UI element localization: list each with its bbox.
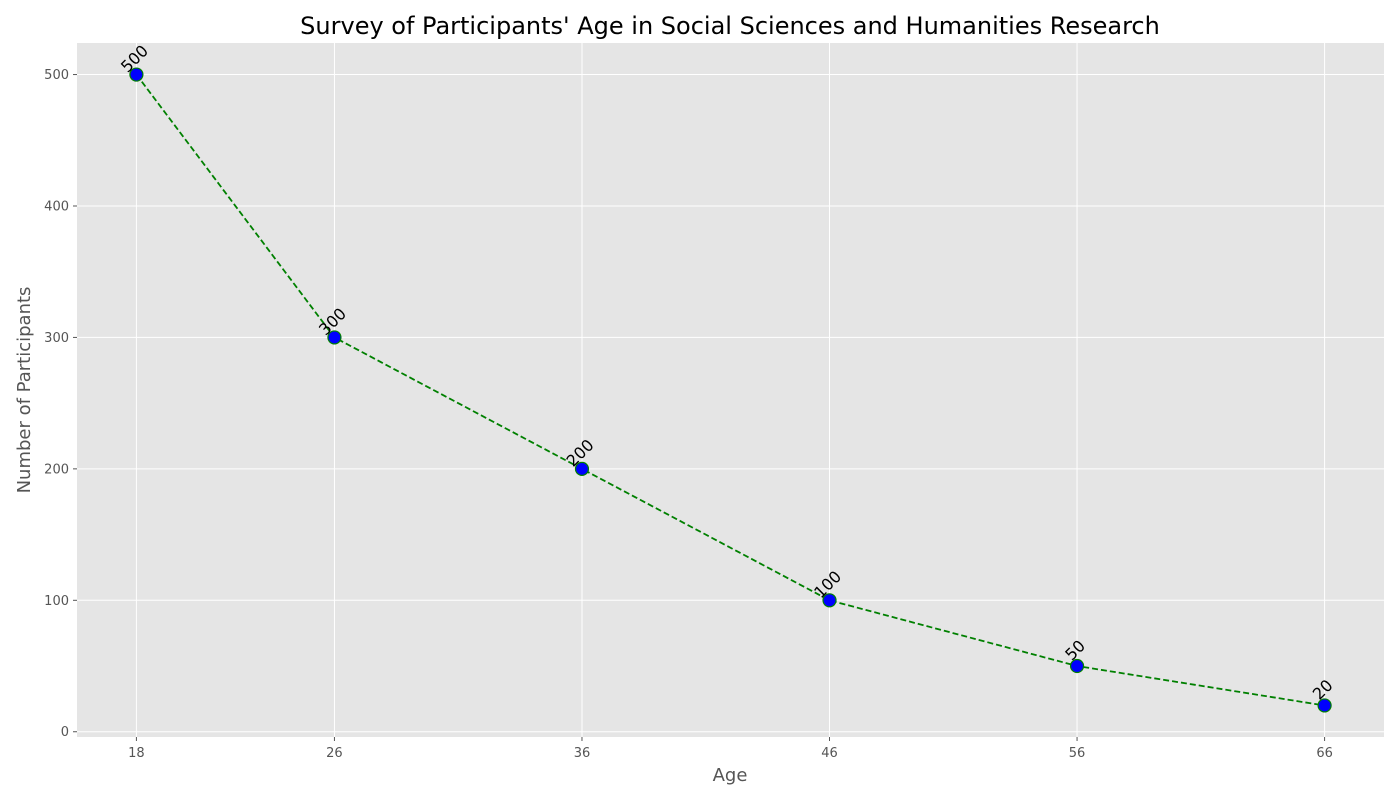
chart-title: Survey of Participants' Age in Social Sc… xyxy=(300,12,1160,40)
y-tick-label: 0 xyxy=(61,725,69,740)
x-tick-label: 66 xyxy=(1316,746,1333,761)
plot-background xyxy=(77,43,1384,737)
x-tick-label: 36 xyxy=(574,746,591,761)
data-point xyxy=(822,593,837,608)
data-point xyxy=(129,67,144,82)
grid-lines xyxy=(77,43,1384,737)
x-tick-label: 26 xyxy=(326,746,343,761)
y-tick-label: 500 xyxy=(44,68,69,83)
y-axis-label: Number of Participants xyxy=(14,287,35,494)
x-tick-label: 56 xyxy=(1069,746,1086,761)
data-point xyxy=(574,461,590,476)
data-point xyxy=(1069,658,1085,674)
x-axis-label: Age xyxy=(713,765,748,786)
y-axis-ticks: 0 100 200 300 400 500 xyxy=(44,68,77,740)
y-tick-label: 100 xyxy=(44,594,69,609)
y-tick-label: 200 xyxy=(44,462,69,477)
x-tick-label: 18 xyxy=(128,746,145,761)
data-point xyxy=(1317,698,1332,713)
x-tick-label: 46 xyxy=(821,746,838,761)
y-tick-label: 300 xyxy=(44,331,69,346)
x-axis-ticks: 18 26 36 46 56 66 xyxy=(128,737,1333,761)
data-point xyxy=(327,330,342,345)
data-points xyxy=(129,67,1332,713)
y-tick-label: 400 xyxy=(44,199,69,214)
series-line xyxy=(135,73,1325,707)
